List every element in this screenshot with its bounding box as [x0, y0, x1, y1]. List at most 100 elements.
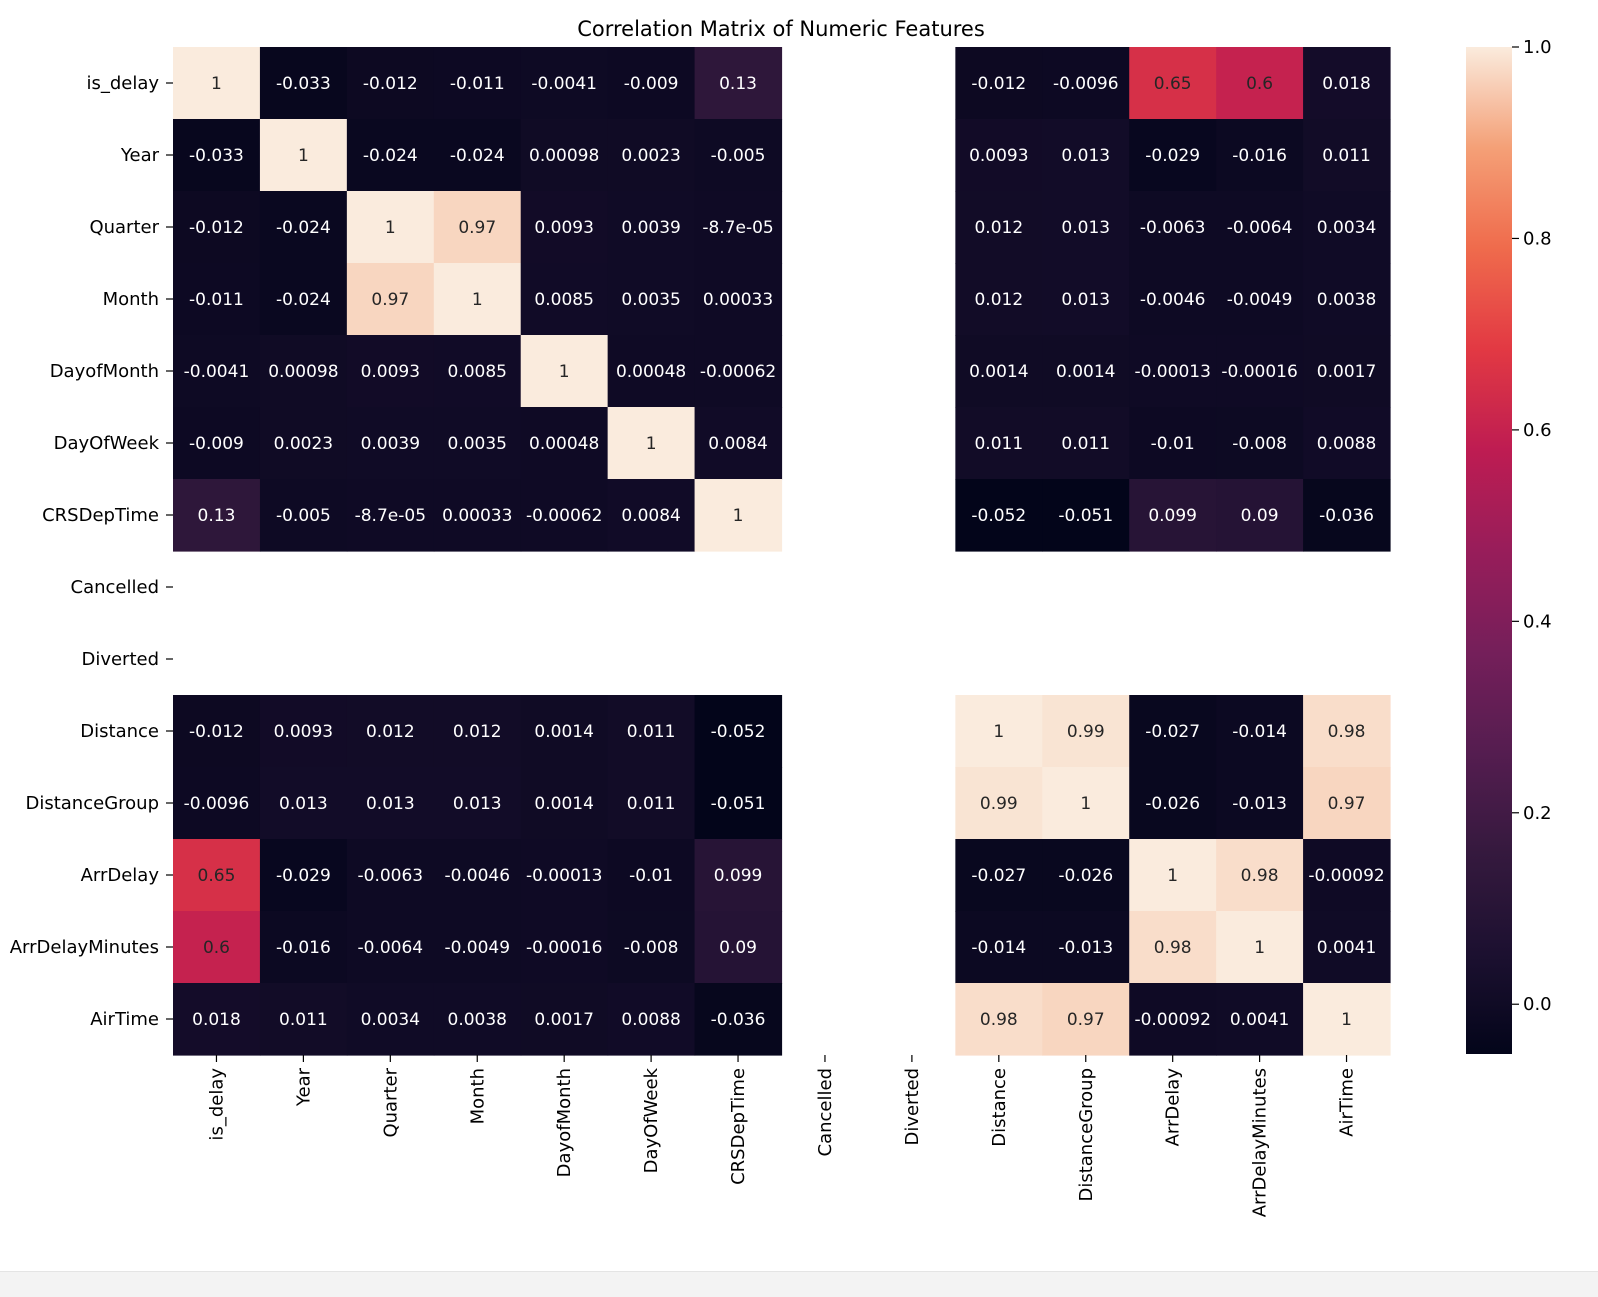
cell-value-label: 0.97 [1328, 794, 1366, 814]
heatmap-cell [259, 263, 348, 336]
heatmap-cell [259, 911, 348, 984]
y-tick-label: Year [120, 145, 160, 166]
heatmap-cell [259, 767, 348, 840]
heatmap-cell [259, 119, 348, 192]
cell-value-label: 0.00048 [529, 434, 599, 454]
heatmap-cell [694, 479, 783, 552]
x-tick-label: ArrDelayMinutes [1250, 1068, 1271, 1217]
y-tick-label: Month [103, 289, 159, 310]
window-bottom-strip [0, 1271, 1598, 1297]
heatmap-cell [607, 983, 696, 1056]
heatmap-cell [1042, 191, 1130, 264]
cell-value-label: 0.013 [279, 794, 328, 814]
cell-value-label: -0.0049 [444, 938, 510, 958]
heatmap-cell [1216, 407, 1304, 480]
cell-value-label: 0.011 [627, 794, 676, 814]
cell-value-label: -0.012 [189, 722, 244, 742]
cell-value-label: 0.65 [1154, 74, 1192, 94]
colorbar-ticks: 0.0 0.2 0.4 0.6 0.8 1.0 [1512, 37, 1552, 1015]
heatmap-cell [1129, 263, 1217, 336]
cell-value-label: -0.014 [971, 938, 1026, 958]
x-tick-label: DayOfWeek [641, 1067, 662, 1173]
cell-value-label: 0.0035 [448, 434, 507, 454]
colorbar [1466, 47, 1512, 1054]
heatmap-cell [955, 695, 1043, 768]
cell-value-label: -0.033 [276, 74, 331, 94]
heatmap-cell [259, 839, 348, 912]
heatmap-cell [433, 983, 522, 1056]
cell-value-label: 0.0017 [1317, 362, 1376, 382]
heatmap-cell [173, 191, 261, 264]
heatmap-cell [955, 479, 1043, 552]
heatmap-cell [1042, 695, 1130, 768]
cell-value-label: 0.0038 [448, 1010, 507, 1030]
heatmap-cell [173, 407, 261, 480]
cell-value-label: -0.033 [189, 146, 244, 166]
cell-value-label: -0.0096 [1053, 74, 1119, 94]
cell-value-label: -0.052 [971, 506, 1026, 526]
cell-value-label: 0.98 [1154, 938, 1192, 958]
heatmap-cell [607, 911, 696, 984]
heatmap-cell [433, 911, 522, 984]
cell-value-label: -0.005 [711, 146, 766, 166]
heatmap-cell [694, 695, 783, 768]
heatmap-cell [1129, 767, 1217, 840]
cell-value-label: 0.0093 [534, 218, 593, 238]
cell-value-label: -0.009 [189, 434, 244, 454]
x-tick-label: Month [467, 1068, 488, 1124]
cell-value-label: 0.00033 [703, 290, 773, 310]
cell-value-label: 0.97 [1067, 1010, 1105, 1030]
cell-value-label: -0.027 [971, 866, 1026, 886]
cell-value-label: 0.099 [714, 866, 763, 886]
cell-value-label: 0.00098 [268, 362, 338, 382]
cell-value-label: -8.7e-05 [355, 506, 426, 526]
cell-value-label: 0.6 [1246, 74, 1273, 94]
cell-value-label: 0.0034 [361, 1010, 420, 1030]
cell-value-label: 1 [646, 434, 657, 454]
heatmap-cell [173, 695, 261, 768]
cell-value-label: -0.0046 [1140, 290, 1206, 310]
cell-value-label: 0.011 [1322, 146, 1371, 166]
heatmap-cell [520, 767, 609, 840]
cell-value-label: 1 [472, 290, 483, 310]
cell-value-label: 0.0093 [361, 362, 420, 382]
heatmap-cell [694, 839, 783, 912]
cell-value-label: -0.008 [624, 938, 679, 958]
cell-value-label: -0.024 [450, 146, 505, 166]
cell-value-label: 0.0088 [621, 1010, 680, 1030]
cell-value-label: 0.0093 [969, 146, 1028, 166]
heatmap-cell [346, 983, 435, 1056]
cell-value-label: 0.013 [366, 794, 415, 814]
heatmap-cell [520, 911, 609, 984]
heatmap-cell [955, 983, 1043, 1056]
heatmap-cell [433, 335, 522, 408]
heatmap-cell [1042, 47, 1130, 120]
colorbar-tick-label: 0.0 [1523, 994, 1552, 1015]
heatmap-cell [955, 263, 1043, 336]
cell-value-label: 0.6 [203, 938, 230, 958]
heatmap-cell [520, 695, 609, 768]
heatmap-cell [607, 263, 696, 336]
heatmap-cell [433, 47, 522, 120]
heatmap-cell [955, 911, 1043, 984]
heatmap-cell [173, 767, 261, 840]
heatmap-cell [173, 335, 261, 408]
heatmap-cell [520, 263, 609, 336]
cell-value-label: 0.0084 [708, 434, 767, 454]
heatmap-cell [520, 479, 609, 552]
cell-value-label: 0.98 [1328, 722, 1366, 742]
heatmap-cell [1129, 191, 1217, 264]
cell-value-label: -0.029 [1145, 146, 1200, 166]
cell-value-label: 0.97 [458, 218, 496, 238]
colorbar-tick-label: 0.2 [1523, 803, 1552, 824]
cell-value-label: 0.0084 [621, 506, 680, 526]
heatmap-cell [955, 839, 1043, 912]
cell-value-label: 0.00098 [529, 146, 599, 166]
heatmap-cell [520, 335, 609, 408]
cell-value-label: -0.00092 [1134, 1010, 1210, 1030]
cell-value-label: 0.0085 [448, 362, 507, 382]
heatmap-cell [694, 407, 783, 480]
cell-value-label: 0.0041 [1317, 938, 1376, 958]
cell-value-label: 0.012 [453, 722, 502, 742]
heatmap-cell [1303, 335, 1391, 408]
